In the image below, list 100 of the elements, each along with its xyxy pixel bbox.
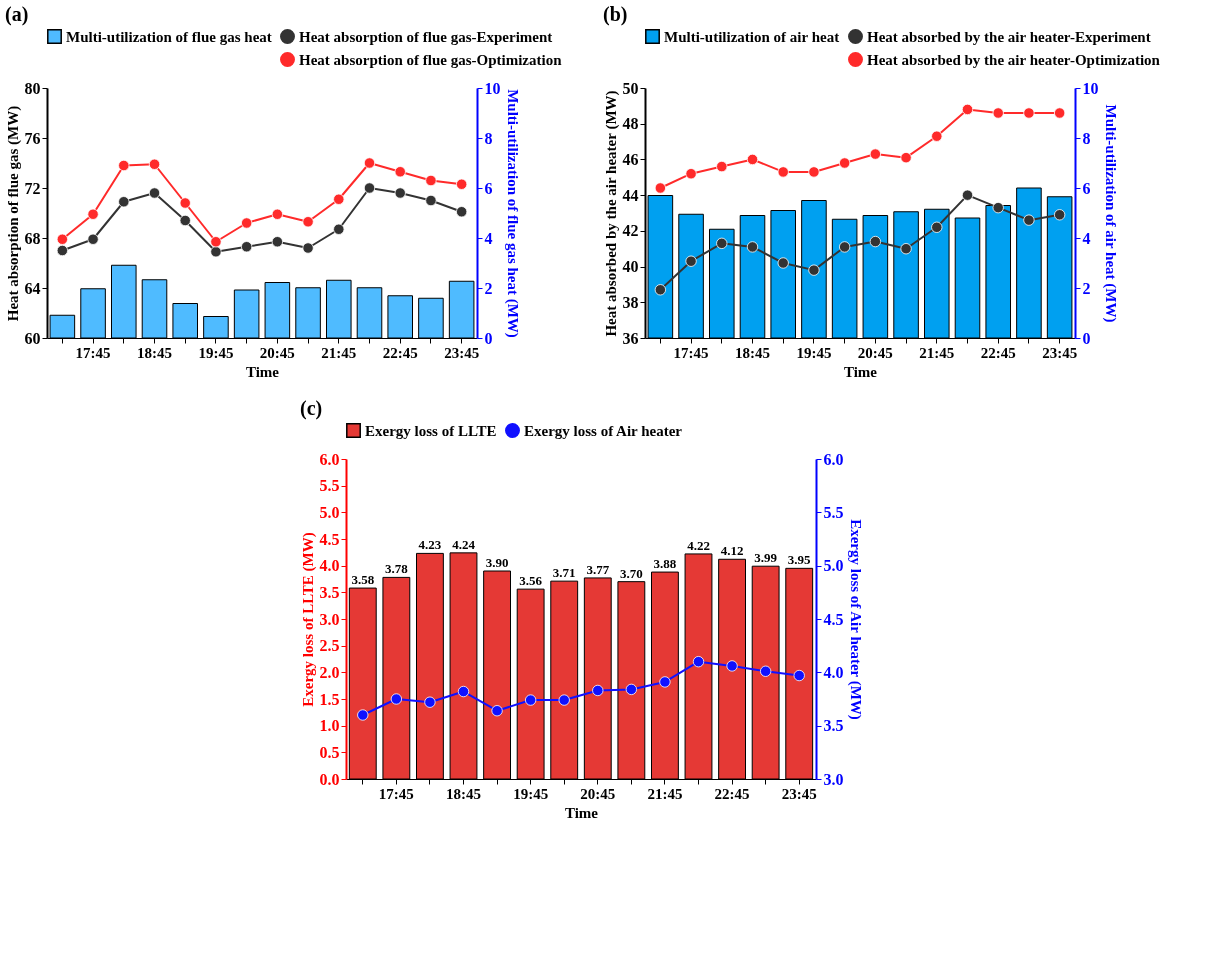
- data-label: 3.99: [754, 550, 778, 566]
- y2-tick-label: 0: [1082, 329, 1091, 347]
- legend-label: Exergy loss of LLTE: [365, 422, 497, 439]
- y2-tick-label: 3.5: [823, 717, 844, 735]
- y2-axis-title: Multi-utilization of air heat (MW): [1101, 104, 1119, 323]
- x-tick-label: 21:45: [919, 344, 955, 361]
- point: [425, 174, 437, 187]
- y-tick-label: 0.0: [319, 770, 340, 788]
- x-axis-title: Time: [564, 804, 599, 821]
- x-tick-label: 20:45: [259, 344, 295, 361]
- point: [654, 284, 666, 296]
- point: [118, 196, 130, 208]
- x-tick-label: 21:45: [647, 785, 683, 802]
- point: [425, 194, 437, 207]
- data-label: 3.88: [653, 556, 677, 572]
- point: [793, 669, 805, 682]
- point: [716, 160, 728, 173]
- point: [992, 107, 1004, 119]
- y-tick-label: 76: [24, 129, 41, 147]
- point: [491, 705, 503, 717]
- point: [363, 157, 376, 169]
- point: [1054, 107, 1066, 119]
- point: [685, 255, 697, 267]
- y2-tick-label: 5.0: [823, 557, 844, 575]
- data-label: 3.95: [787, 552, 812, 568]
- point: [56, 233, 68, 245]
- point: [302, 216, 314, 228]
- y-tick-label: 36: [622, 329, 639, 347]
- point: [961, 189, 974, 201]
- x-tick-label: 18:45: [137, 344, 172, 361]
- point: [302, 242, 314, 254]
- y-tick-label: 3.5: [319, 583, 340, 601]
- point: [992, 202, 1004, 214]
- data-label: 4.12: [720, 543, 744, 559]
- point: [394, 187, 406, 199]
- point: [931, 221, 943, 233]
- x-tick-label: 20:45: [857, 344, 893, 361]
- point: [716, 237, 728, 249]
- x-tick-label: 22:45: [382, 344, 418, 361]
- point: [777, 257, 789, 269]
- y-axis-title: Exergy loss of LLTE (MW): [299, 532, 317, 707]
- y2-tick-label: 6: [484, 179, 493, 197]
- x-tick-label: 23:45: [444, 344, 480, 361]
- y-tick-label: 46: [622, 150, 639, 168]
- x-tick-label: 17:45: [75, 344, 111, 361]
- point: [900, 152, 912, 164]
- point: [558, 694, 570, 706]
- y2-tick-label: 4: [484, 229, 493, 247]
- point: [271, 208, 283, 220]
- y-tick-label: 60: [24, 329, 41, 347]
- point: [241, 241, 253, 253]
- point: [777, 166, 789, 178]
- point: [808, 166, 820, 178]
- legend-label: Multi-utilization of air heat: [664, 28, 840, 45]
- y2-tick-label: 4.0: [823, 663, 844, 681]
- y2-tick-label: 8: [484, 129, 493, 147]
- point: [685, 168, 697, 180]
- point: [118, 159, 130, 172]
- x-tick-label: 19:45: [513, 785, 549, 802]
- data-label: 3.56: [519, 573, 543, 589]
- x-tick-label: 17:45: [378, 785, 414, 802]
- x-tick-label: 20:45: [580, 785, 616, 802]
- y-tick-label: 80: [24, 79, 41, 97]
- y2-tick-label: 0: [484, 329, 493, 347]
- y2-tick-label: 2: [1082, 279, 1091, 297]
- point: [1023, 214, 1035, 226]
- point: [210, 236, 222, 248]
- data-label: 4.23: [418, 537, 442, 553]
- point: [179, 214, 191, 227]
- chart-title: (b): [603, 3, 628, 26]
- y2-tick-label: 10: [1082, 79, 1099, 97]
- y-tick-label: 4.5: [319, 530, 340, 548]
- point: [525, 694, 537, 706]
- y2-tick-label: 5.5: [823, 503, 844, 521]
- point: [1054, 209, 1066, 221]
- y2-tick-label: 6.0: [823, 450, 844, 468]
- point: [869, 235, 881, 248]
- point: [424, 696, 436, 708]
- y2-tick-label: 2: [484, 279, 493, 297]
- point: [654, 182, 666, 194]
- y-axis-title: Heat absorption of flue gas (MW): [4, 105, 22, 322]
- point: [333, 193, 345, 205]
- point: [363, 182, 376, 194]
- point: [808, 264, 820, 276]
- point: [760, 665, 772, 677]
- point: [692, 656, 705, 668]
- y-tick-label: 5.5: [319, 477, 340, 495]
- point: [456, 178, 468, 190]
- point: [333, 223, 345, 235]
- y2-tick-label: 4: [1082, 229, 1091, 247]
- y-tick-label: 2.5: [319, 637, 340, 655]
- y-tick-label: 4.0: [319, 557, 340, 575]
- x-tick-label: 22:45: [980, 344, 1016, 361]
- x-axis-title: Time: [245, 363, 280, 380]
- x-tick-label: 17:45: [673, 344, 709, 361]
- point: [592, 684, 604, 697]
- x-tick-label: 19:45: [796, 344, 832, 361]
- legend-label: Exergy loss of Air heater: [524, 422, 683, 439]
- y-tick-label: 72: [24, 179, 41, 197]
- data-label: 3.58: [351, 572, 375, 588]
